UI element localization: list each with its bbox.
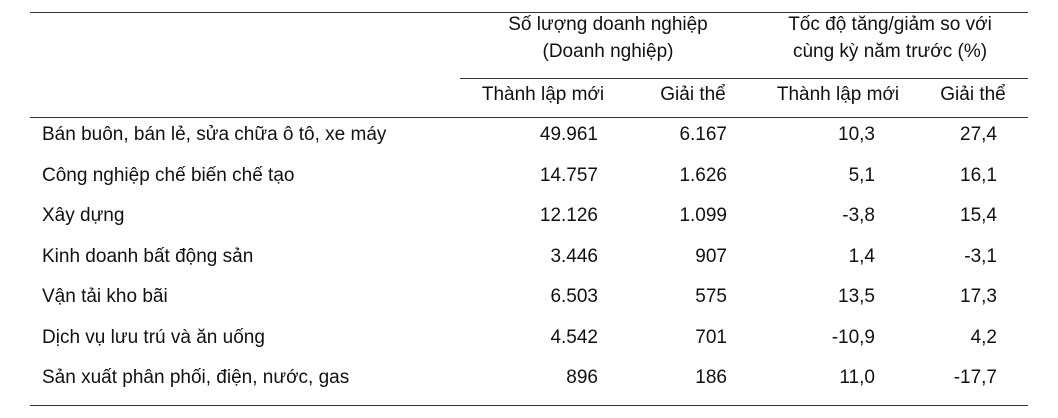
group-header: (Doanh nghiệp): [542, 41, 674, 62]
cell-value: 17,3: [960, 286, 997, 307]
cell-value: 13,5: [838, 286, 875, 307]
group-header: Số lượng doanh nghiệp: [508, 14, 708, 35]
row-label: Kinh doanh bất động sản: [42, 245, 254, 267]
row-label: Xây dựng: [42, 205, 125, 226]
cell-value: 1,4: [848, 245, 875, 267]
cell-value: 5,1: [848, 164, 875, 186]
cell-value: 27,4: [960, 124, 997, 145]
cell-value: -10,9: [831, 326, 875, 348]
group-header: cùng kỳ năm trước (%): [792, 41, 988, 62]
cell-value: 896: [566, 367, 598, 388]
cell-value: 11,0: [839, 367, 875, 388]
group-rule: [460, 78, 1028, 79]
cell-value: 1.099: [679, 205, 727, 226]
cell-value: 12.126: [539, 205, 598, 226]
cell-value: 4.542: [550, 326, 598, 348]
cell-value: 6.167: [679, 124, 727, 145]
cell-value: 3.446: [550, 245, 598, 267]
cell-value: 4,2: [970, 326, 997, 348]
cell-value: 575: [695, 286, 727, 307]
cell-value: 16,1: [960, 164, 997, 186]
cell-value: -17,7: [953, 367, 997, 388]
column-header: Thành lập mới: [481, 84, 605, 105]
cell-value: 6.503: [550, 286, 598, 307]
row-label: Sản xuất phân phối, điện, nước, gas: [42, 367, 350, 388]
row-label: Dịch vụ lưu trú và ăn uống: [42, 326, 265, 348]
row-label: Bán buôn, bán lẻ, sửa chữa ô tô, xe máy: [42, 124, 387, 145]
top-rule: [30, 12, 1028, 13]
row-label: Công nghiệp chế biến chế tạo: [42, 164, 295, 186]
column-header: Thành lập mới: [776, 84, 900, 105]
cell-value: -3,8: [842, 205, 875, 226]
cell-value: 1.626: [679, 164, 727, 186]
column-header: Giải thể: [660, 84, 726, 105]
column-header: Giải thể: [940, 84, 1006, 105]
cell-value: -3,1: [964, 245, 997, 267]
cell-value: 701: [695, 326, 727, 348]
row-label: Vận tải kho bãi: [42, 286, 168, 307]
bottom-rule: [30, 405, 1028, 406]
header-rule: [30, 117, 1028, 118]
cell-value: 907: [695, 245, 727, 267]
cell-value: 10,3: [838, 124, 875, 145]
cell-value: 49.961: [539, 124, 598, 145]
group-header: Tốc độ tăng/giảm so với: [788, 14, 992, 35]
cell-value: 186: [695, 367, 727, 388]
cell-value: 14.757: [539, 164, 598, 186]
cell-value: 15,4: [960, 205, 997, 226]
